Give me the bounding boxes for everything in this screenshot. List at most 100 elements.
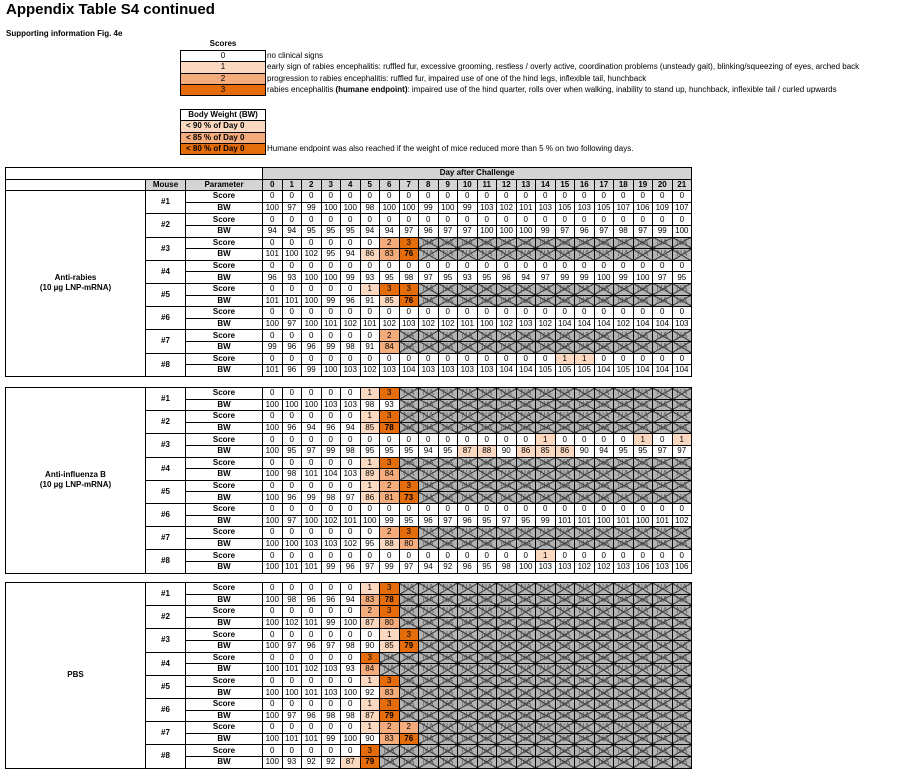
bw-cell: 94 [301, 421, 322, 435]
na-cell: NA [652, 605, 673, 618]
mouse-column-header: Mouse [145, 178, 186, 192]
score-label: Score [185, 410, 263, 423]
score-cell: 0 [320, 236, 342, 250]
bw-cell: 98 [320, 491, 341, 504]
na-cell: NA [554, 674, 575, 688]
score-cell: 0 [379, 433, 400, 446]
score-cell: 3 [398, 526, 419, 539]
legend-desc-text: no clinical signs [267, 51, 324, 60]
na-cell: NA [496, 697, 517, 711]
na-cell: NA [652, 468, 673, 481]
na-cell: NA [476, 526, 497, 539]
bw-label: BW [184, 294, 264, 308]
na-cell: NA [574, 697, 595, 711]
group-dose: (10 µg LNP-mRNA) [39, 283, 112, 293]
score-cell: 0 [262, 526, 283, 539]
na-cell: NA [535, 456, 556, 470]
score-cell: 0 [652, 549, 673, 562]
score-cell: 0 [320, 387, 341, 400]
score-cell: 0 [320, 282, 342, 296]
na-cell: NA [398, 663, 419, 676]
score-cell: 2 [379, 721, 400, 734]
score-cell: 0 [301, 282, 322, 296]
score-cell: 0 [418, 190, 439, 203]
na-cell: NA [535, 663, 556, 676]
score-cell: 0 [340, 605, 361, 618]
table-row: #7 Score 0 0 0 0 0 0 2 NA NA NA NA NA NA NA NA NA NA NA NA NA… [6, 329, 693, 354]
score-cell: 0 [301, 329, 322, 342]
score-cell: 0 [320, 190, 342, 203]
score-cell: 0 [301, 410, 322, 423]
na-cell: NA [632, 479, 653, 493]
score-cell: 0 [301, 651, 322, 665]
table-row: #7 Score 0 0 0 0 0 1 2 2 NA NA NA NA NA NA NA NA NA NA NA NA N… [6, 721, 692, 746]
na-cell: NA [437, 410, 458, 423]
bw-cell: 100 [262, 616, 283, 630]
score-cell: 0 [301, 721, 322, 734]
na-cell: NA [515, 410, 536, 423]
na-cell: NA [535, 582, 556, 595]
na-cell: NA [593, 755, 614, 769]
score-cell: 0 [457, 213, 478, 226]
na-cell: NA [632, 674, 653, 688]
bw-cell: 100 [281, 686, 302, 699]
score-cell: 0 [496, 213, 517, 226]
bw-cell: 96 [301, 593, 322, 607]
score-cell: 0 [593, 433, 614, 446]
na-cell: NA [496, 236, 517, 250]
na-cell: NA [574, 605, 595, 618]
na-cell: NA [574, 410, 595, 423]
score-cell: 0 [437, 502, 458, 516]
bw-cell: 97 [457, 224, 478, 238]
score-cell: 1 [535, 433, 556, 446]
bw-cell: 90 [359, 732, 380, 746]
na-cell: NA [632, 410, 653, 423]
bw-cell: 98 [340, 444, 361, 458]
na-cell: NA [437, 697, 458, 711]
na-cell: NA [379, 663, 400, 676]
na-cell: NA [457, 479, 478, 493]
score-cell: 0 [437, 213, 459, 226]
score-cell: 0 [379, 306, 400, 319]
table-row: BW 100 97 99 100 100 98 100 100 99 100 99 103 102 101 1… [6, 201, 693, 215]
na-cell: NA [652, 340, 673, 354]
score-cell: 2 [359, 605, 380, 618]
na-cell: NA [496, 639, 517, 653]
na-cell: NA [671, 387, 692, 400]
na-cell: NA [613, 282, 634, 296]
score-cell: 0 [613, 352, 634, 366]
bw-cell: 105 [593, 201, 615, 215]
day-header: 2 [301, 178, 322, 192]
na-cell: NA [379, 651, 400, 665]
score-cell: 0 [632, 259, 654, 273]
score-cell: 0 [359, 549, 380, 562]
na-cell: NA [535, 605, 556, 618]
mouse-id: #8 [145, 549, 186, 574]
na-cell: NA [398, 651, 419, 665]
bw-cell: 100 [437, 201, 459, 215]
na-cell: NA [418, 674, 439, 688]
na-cell: NA [535, 593, 556, 607]
na-cell: NA [437, 755, 458, 769]
score-cell: 0 [262, 433, 283, 446]
na-cell: NA [671, 582, 692, 595]
score-cell: 1 [574, 352, 595, 366]
na-cell: NA [554, 605, 575, 618]
bw-label: BW [185, 491, 263, 504]
score-cell: 0 [262, 213, 283, 226]
score-cell: 0 [281, 651, 302, 665]
na-cell: NA [613, 456, 634, 470]
score-cell: 0 [515, 259, 537, 273]
na-cell: NA [535, 526, 556, 539]
bw-cell: 100 [262, 560, 283, 574]
bw-cell: 86 [359, 491, 380, 504]
na-cell: NA [515, 421, 536, 435]
na-cell: NA [671, 398, 692, 412]
legend-score-desc-0: no clinical signs [267, 51, 323, 61]
na-cell: NA [398, 410, 419, 423]
table-row: #2 Score 0 0 0 0 0 0 0 0 0 0 0 0 0 0 0 0 0 0 0 0 0 0 [6, 213, 693, 238]
na-cell: NA [554, 755, 575, 769]
bw-cell: 97 [437, 224, 459, 238]
na-cell: NA [652, 744, 673, 757]
bw-cell: 100 [359, 514, 380, 528]
